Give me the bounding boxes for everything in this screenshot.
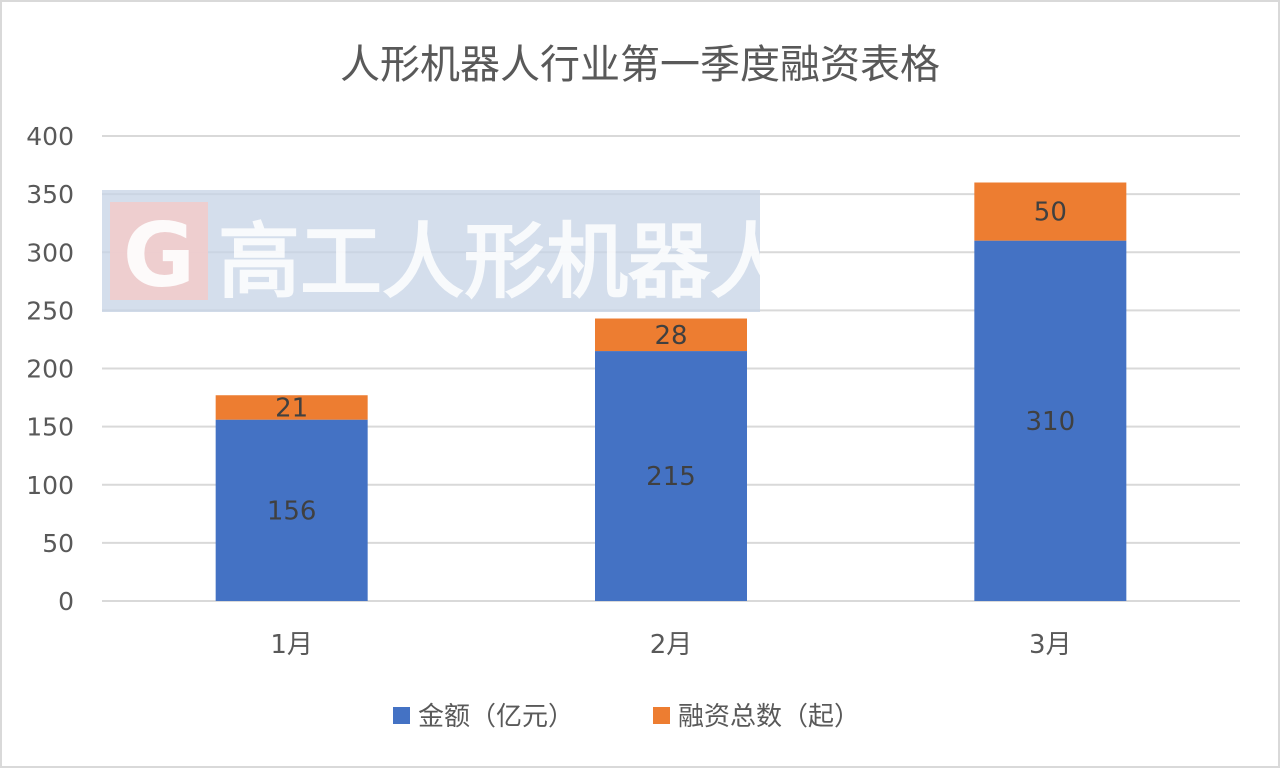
legend-label: 金额（亿元）	[418, 702, 574, 732]
x-category-label: 2月	[650, 630, 693, 660]
bar-segment	[974, 182, 1127, 241]
x-category-label: 3月	[1029, 630, 1072, 660]
legend-label: 融资总数（起）	[678, 702, 860, 732]
y-axis-ticks: 0 50 100 150 200 250 300 350 400	[26, 122, 74, 616]
y-tick-label: 200	[26, 355, 74, 384]
data-label: 50	[1034, 198, 1067, 228]
y-tick-label: 250	[26, 296, 74, 325]
bar-segment	[595, 318, 747, 352]
y-tick-label: 400	[26, 122, 74, 151]
y-tick-label: 50	[42, 529, 74, 558]
y-tick-label: 350	[26, 180, 74, 209]
data-label: 21	[275, 393, 308, 423]
legend: 金额（亿元） 融资总数（起）	[393, 702, 860, 732]
data-label: 156	[267, 496, 317, 526]
y-tick-label: 150	[26, 413, 74, 442]
bars: 156 21 215 28 310 50	[215, 182, 1127, 601]
y-tick-label: 100	[26, 471, 74, 500]
legend-swatch	[393, 707, 410, 724]
watermark-logo: G 高工人形机器人	[102, 190, 792, 312]
x-axis-categories: 1月 2月 3月	[270, 630, 1071, 660]
watermark-background	[102, 190, 760, 312]
watermark-logo-letter: G	[123, 204, 195, 307]
watermark-text: 高工人形机器人	[218, 215, 792, 310]
y-tick-label: 300	[26, 238, 74, 267]
data-label: 28	[654, 321, 687, 351]
legend-swatch	[653, 707, 670, 724]
bar-segment	[595, 351, 747, 601]
bar-segment	[974, 240, 1127, 601]
bar-segment	[215, 395, 368, 420]
data-label: 215	[646, 462, 696, 492]
data-label: 310	[1026, 407, 1076, 437]
watermark-logo-box	[110, 202, 208, 300]
bar-segment	[215, 419, 368, 601]
y-tick-label: 0	[58, 587, 74, 616]
x-category-label: 1月	[270, 630, 313, 660]
chart-title: 人形机器人行业第一季度融资表格	[340, 42, 940, 88]
